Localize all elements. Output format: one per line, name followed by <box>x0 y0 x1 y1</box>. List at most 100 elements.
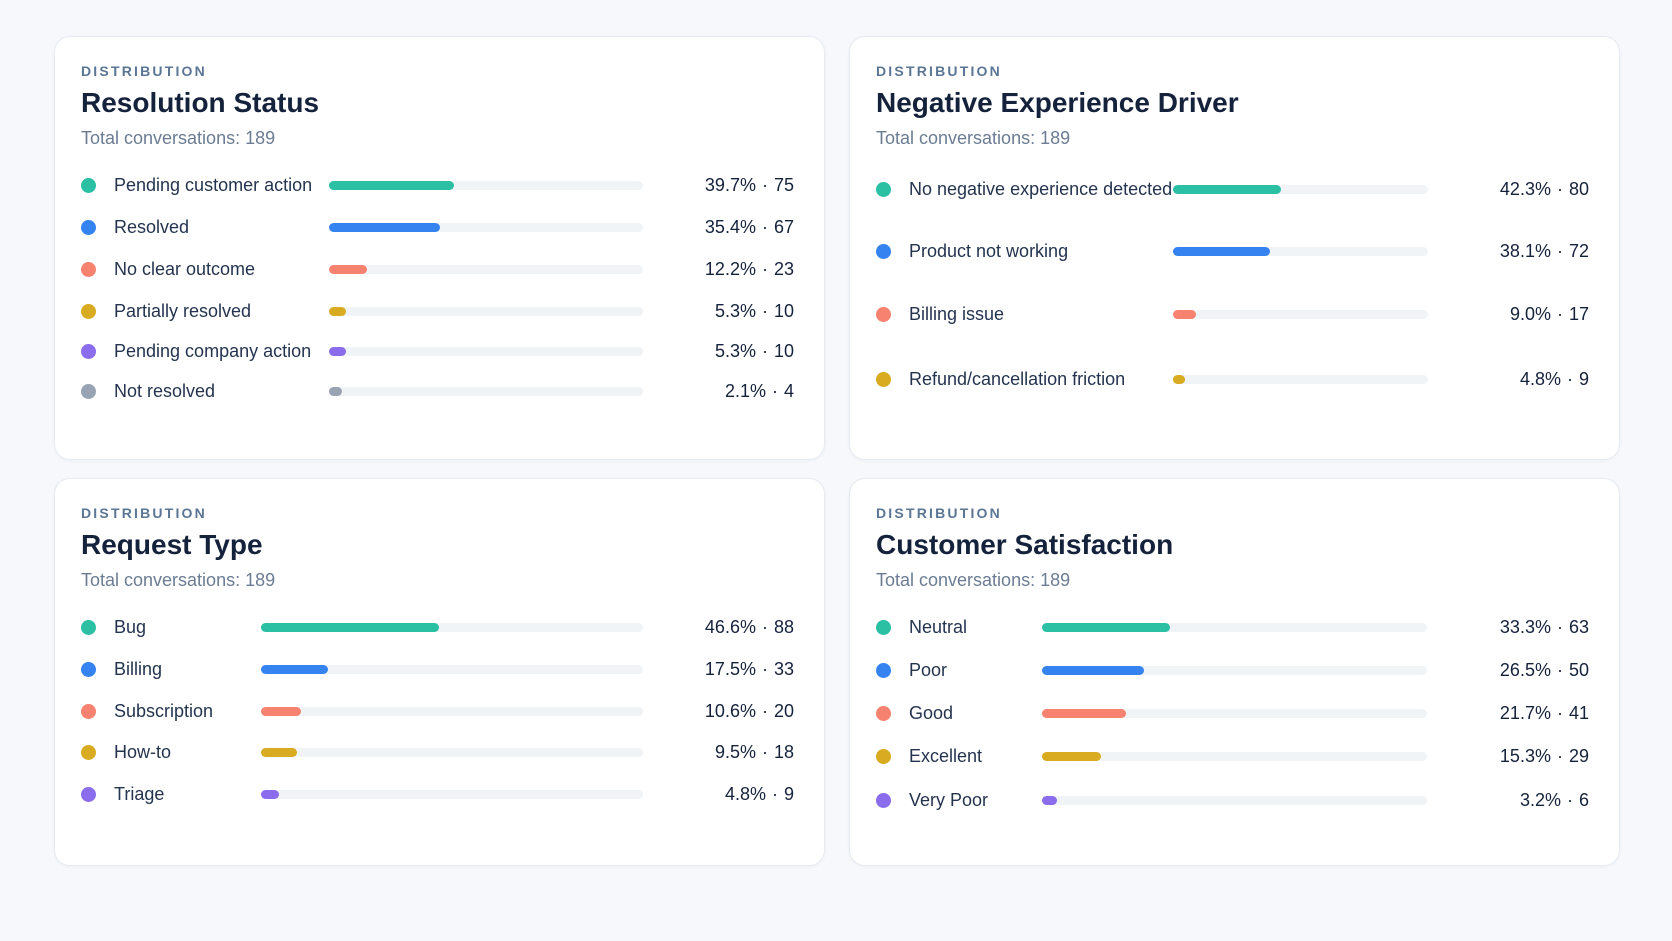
row-value: 4.8% · 9 <box>1520 365 1589 393</box>
distribution-row: Refund/cancellation friction 4.8% · 9 <box>876 365 1589 393</box>
distribution-row: Billing 17.5% · 33 <box>81 655 794 683</box>
row-count: 41 <box>1568 703 1589 723</box>
row-value: 9.5% · 18 <box>715 738 794 766</box>
separator-dot: · <box>1556 746 1563 766</box>
row-count: 9 <box>783 784 794 804</box>
row-value: 17.5% · 33 <box>705 655 794 683</box>
progress-track <box>261 665 643 674</box>
separator-dot: · <box>1566 369 1573 389</box>
progress-fill <box>1042 796 1058 805</box>
separator-dot: · <box>761 341 768 361</box>
row-label: Triage <box>114 784 165 804</box>
progress-track <box>261 790 643 799</box>
row-label: Poor <box>909 660 948 680</box>
row-label: No clear outcome <box>114 259 256 279</box>
row-label: Pending company action <box>114 341 312 361</box>
row-percent: 38.1% <box>1499 241 1551 261</box>
legend-dot <box>876 371 891 387</box>
distribution-row: Not resolved 2.1% · 4 <box>81 377 794 405</box>
distribution-row: Bug 46.6% · 88 <box>81 613 794 641</box>
separator-dot: · <box>1556 241 1563 261</box>
row-count: 63 <box>1568 617 1589 637</box>
legend-dot <box>81 303 96 319</box>
row-count: 6 <box>1578 790 1589 810</box>
row-percent: 5.3% <box>714 341 756 361</box>
card-title: Request Type <box>81 529 263 560</box>
row-count: 50 <box>1568 660 1589 680</box>
distribution-row: Neutral 33.3% · 63 <box>876 613 1589 641</box>
row-label: Not resolved <box>114 381 216 401</box>
legend-dot <box>876 181 891 197</box>
card-eyebrow: DISTRIBUTION <box>876 63 1002 79</box>
row-count: 72 <box>1568 241 1589 261</box>
row-value: 39.7% · 75 <box>705 171 794 199</box>
row-percent: 12.2% <box>704 259 756 279</box>
row-percent: 39.7% <box>704 175 756 195</box>
progress-track <box>329 387 643 396</box>
distribution-row: Billing issue 9.0% · 17 <box>876 300 1589 328</box>
row-percent: 10.6% <box>704 701 756 721</box>
progress-track <box>1173 375 1428 384</box>
card-subtitle: Total conversations: 189 <box>876 128 1071 148</box>
separator-dot: · <box>771 381 778 401</box>
row-value: 35.4% · 67 <box>705 213 794 241</box>
row-value: 5.3% · 10 <box>715 337 794 365</box>
row-percent: 5.3% <box>714 301 756 321</box>
distribution-row: No clear outcome 12.2% · 23 <box>81 255 794 283</box>
row-percent: 4.8% <box>1519 369 1561 389</box>
row-label: Billing issue <box>909 304 1005 324</box>
separator-dot: · <box>761 217 768 237</box>
row-value: 10.6% · 20 <box>705 697 794 725</box>
card-title: Resolution Status <box>81 87 320 118</box>
row-label: Pending customer action <box>114 175 313 195</box>
progress-fill <box>1173 247 1271 256</box>
row-label: Product not working <box>909 241 1069 261</box>
separator-dot: · <box>761 259 768 279</box>
legend-dot <box>81 744 96 760</box>
legend-dot <box>81 661 96 677</box>
separator-dot: · <box>1556 179 1563 199</box>
distribution-row: Triage 4.8% · 9 <box>81 780 794 808</box>
progress-track <box>329 347 643 356</box>
separator-dot: · <box>1556 617 1563 637</box>
row-percent: 35.4% <box>704 217 756 237</box>
row-percent: 33.3% <box>1499 617 1551 637</box>
row-count: 33 <box>773 659 794 679</box>
progress-fill <box>261 665 328 674</box>
progress-fill <box>1042 623 1171 632</box>
separator-dot: · <box>1556 660 1563 680</box>
distribution-row: Subscription 10.6% · 20 <box>81 697 794 725</box>
progress-track <box>1042 752 1427 761</box>
card-eyebrow: DISTRIBUTION <box>81 505 207 521</box>
legend-dot <box>876 306 891 322</box>
row-percent: 9.0% <box>1509 304 1551 324</box>
row-label: Refund/cancellation friction <box>909 369 1126 389</box>
separator-dot: · <box>761 742 768 762</box>
row-value: 5.3% · 10 <box>715 297 794 325</box>
distribution-row: Very Poor 3.2% · 6 <box>876 786 1589 814</box>
progress-track <box>261 623 643 632</box>
row-value: 46.6% · 88 <box>705 613 794 641</box>
row-value: 12.2% · 23 <box>705 255 794 283</box>
progress-fill <box>329 265 368 274</box>
separator-dot: · <box>1556 703 1563 723</box>
separator-dot: · <box>771 784 778 804</box>
row-count: 80 <box>1568 179 1589 199</box>
progress-fill <box>1173 310 1196 319</box>
legend-dot <box>81 703 96 719</box>
separator-dot: · <box>761 175 768 195</box>
progress-fill <box>329 181 454 190</box>
card-subtitle: Total conversations: 189 <box>876 570 1071 590</box>
progress-track <box>329 181 643 190</box>
row-percent: 3.2% <box>1519 790 1561 810</box>
progress-track <box>1042 709 1427 718</box>
distribution-row: Product not working 38.1% · 72 <box>876 237 1589 265</box>
progress-track <box>329 307 643 316</box>
progress-track <box>1173 310 1428 319</box>
row-percent: 9.5% <box>714 742 756 762</box>
row-value: 15.3% · 29 <box>1500 742 1589 770</box>
card-title: Customer Satisfaction <box>876 529 1174 560</box>
separator-dot: · <box>761 701 768 721</box>
legend-dot <box>876 705 891 721</box>
row-label: Partially resolved <box>114 301 252 321</box>
